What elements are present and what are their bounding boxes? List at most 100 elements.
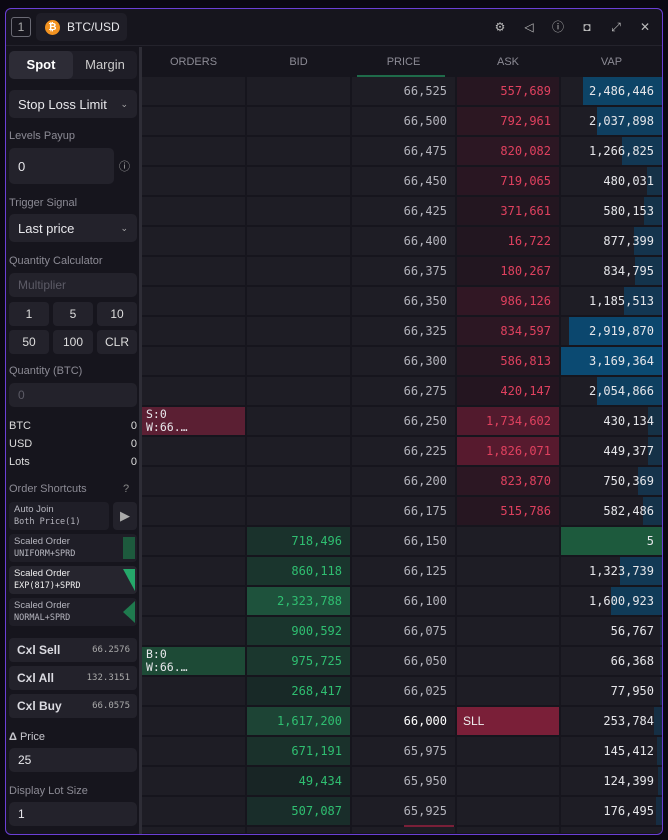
vap-cell[interactable]: 582,486 [561, 497, 662, 525]
ask-cell[interactable]: 586,813 [457, 347, 559, 375]
ask-cell[interactable]: 1,826,071 [457, 437, 559, 465]
orders-cell[interactable] [142, 77, 245, 105]
bid-cell[interactable] [247, 377, 350, 405]
price-step-input[interactable]: 25 [9, 748, 137, 772]
ask-cell[interactable]: 515,786 [457, 497, 559, 525]
price-cell[interactable]: 66,450 [352, 167, 455, 195]
orders-cell[interactable] [142, 497, 245, 525]
bid-cell[interactable]: 860,118 [247, 557, 350, 585]
vap-cell[interactable]: 176,495 [561, 797, 662, 825]
price-cell[interactable]: 66,400 [352, 227, 455, 255]
vap-cell[interactable]: 56,767 [561, 617, 662, 645]
orders-cell[interactable] [142, 737, 245, 765]
price-cell[interactable]: 66,300 [352, 347, 455, 375]
ask-cell[interactable] [457, 647, 559, 675]
bid-cell[interactable] [247, 197, 350, 225]
vap-cell[interactable]: 124,399 [561, 767, 662, 795]
levels-payup-input[interactable]: 0 [9, 148, 114, 184]
info-panel-icon[interactable]: ⓘ [551, 20, 564, 34]
ask-cell[interactable]: 371,661 [457, 197, 559, 225]
bid-cell[interactable] [247, 437, 350, 465]
orders-cell[interactable] [142, 347, 245, 375]
vap-cell[interactable]: 877,399 [561, 227, 662, 255]
info-icon[interactable]: ⓘ [119, 161, 130, 173]
expand-icon[interactable]: ⤢ [611, 20, 621, 34]
vap-cell[interactable]: 1,600,923 [561, 587, 662, 615]
window-number[interactable]: 1 [11, 17, 31, 37]
ask-cell[interactable]: 820,082 [457, 137, 559, 165]
qty-button-10[interactable]: 10 [97, 302, 137, 326]
ask-cell[interactable]: 986,126 [457, 287, 559, 315]
price-cell[interactable]: 66,175 [352, 497, 455, 525]
ask-cell[interactable] [457, 767, 559, 795]
bid-cell[interactable]: 507,087 [247, 797, 350, 825]
qty-button-5[interactable]: 5 [53, 302, 93, 326]
bid-cell[interactable]: 900,592 [247, 617, 350, 645]
vap-cell[interactable]: 77,950 [561, 677, 662, 705]
price-cell[interactable]: 66,425 [352, 197, 455, 225]
qty-button-1[interactable]: 1 [9, 302, 49, 326]
ask-cell[interactable] [457, 617, 559, 645]
vap-cell[interactable]: 2,037,898 [561, 107, 662, 135]
orders-cell[interactable] [142, 257, 245, 285]
bid-cell[interactable] [247, 77, 350, 105]
vap-cell[interactable]: 2,486,446 [561, 77, 662, 105]
orders-cell[interactable] [142, 167, 245, 195]
cancel-sell-button[interactable]: Cxl Sell 66.2576 [9, 638, 137, 662]
orders-cell[interactable] [142, 437, 245, 465]
ask-cell[interactable]: 719,065 [457, 167, 559, 195]
vap-cell[interactable]: 66,368 [561, 647, 662, 675]
orders-cell[interactable] [142, 227, 245, 255]
orders-cell[interactable] [142, 107, 245, 135]
orders-cell[interactable] [142, 287, 245, 315]
bid-cell[interactable]: 671,191 [247, 737, 350, 765]
ask-cell[interactable]: 420,147 [457, 377, 559, 405]
panel-resize-handle[interactable] [139, 47, 142, 834]
auto-join-shortcut[interactable]: Auto Join Both Price(1) [9, 502, 109, 530]
bid-cell[interactable] [247, 107, 350, 135]
column-header-price[interactable]: PRICE [386, 56, 421, 68]
help-icon[interactable]: ? [123, 483, 130, 495]
scaled-order-exp[interactable]: Scaled Order EXP(817)+SPRD [9, 566, 137, 594]
price-cell[interactable] [352, 827, 455, 833]
bid-cell[interactable] [247, 227, 350, 255]
orders-cell[interactable] [142, 377, 245, 405]
price-cell[interactable]: 66,225 [352, 437, 455, 465]
bid-cell[interactable]: 268,417 [247, 677, 350, 705]
bid-cell[interactable] [247, 407, 350, 435]
sound-icon[interactable]: ◁ [524, 20, 534, 34]
price-cell[interactable]: 66,250 [352, 407, 455, 435]
scaled-order-normal[interactable]: Scaled Order NORMAL+SPRD [9, 598, 137, 626]
orders-cell[interactable] [142, 137, 245, 165]
price-cell[interactable]: 65,975 [352, 737, 455, 765]
display-lot-size-input[interactable]: 1 [9, 802, 137, 826]
tab-margin[interactable]: Margin [85, 57, 125, 72]
vap-cell[interactable]: 834,795 [561, 257, 662, 285]
ask-cell[interactable] [457, 587, 559, 615]
cancel-all-button[interactable]: Cxl All 132.3151 [9, 666, 137, 690]
price-cell[interactable]: 66,275 [352, 377, 455, 405]
price-cell[interactable]: 65,925 [352, 797, 455, 825]
ask-cell[interactable] [457, 797, 559, 825]
vap-cell[interactable]: 430,134 [561, 407, 662, 435]
vap-cell[interactable]: 145,412 [561, 737, 662, 765]
vap-cell[interactable]: 1,266,825 [561, 137, 662, 165]
ask-cell[interactable] [457, 737, 559, 765]
vap-cell[interactable]: 750,369 [561, 467, 662, 495]
orders-cell[interactable] [142, 557, 245, 585]
trigger-signal-select[interactable]: Last price ⌄ [9, 214, 137, 242]
tab-spot[interactable]: Spot [9, 51, 73, 79]
column-header-vap[interactable]: VAP [600, 56, 623, 68]
ask-cell[interactable]: 823,870 [457, 467, 559, 495]
vap-cell[interactable]: 3,169,364 [561, 347, 662, 375]
gear-icon[interactable]: ⚙ [494, 20, 506, 34]
bid-cell[interactable] [247, 827, 350, 833]
price-cell[interactable]: 66,150 [352, 527, 455, 555]
vap-cell[interactable]: 253,784 [561, 707, 662, 735]
vap-cell[interactable]: 5 [561, 527, 662, 555]
price-cell[interactable]: 66,475 [352, 137, 455, 165]
cancel-buy-button[interactable]: Cxl Buy 66.0575 [9, 694, 137, 718]
orders-cell[interactable] [142, 827, 245, 833]
qty-button-100[interactable]: 100 [53, 330, 93, 354]
bid-cell[interactable] [247, 347, 350, 375]
